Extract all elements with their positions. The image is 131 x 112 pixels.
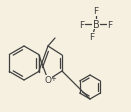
- Text: F: F: [107, 20, 113, 29]
- Text: F: F: [93, 7, 99, 16]
- Text: F: F: [79, 20, 85, 29]
- Text: +: +: [50, 75, 56, 81]
- Text: O: O: [45, 76, 51, 85]
- Text: B: B: [93, 20, 99, 30]
- Text: F: F: [89, 33, 95, 42]
